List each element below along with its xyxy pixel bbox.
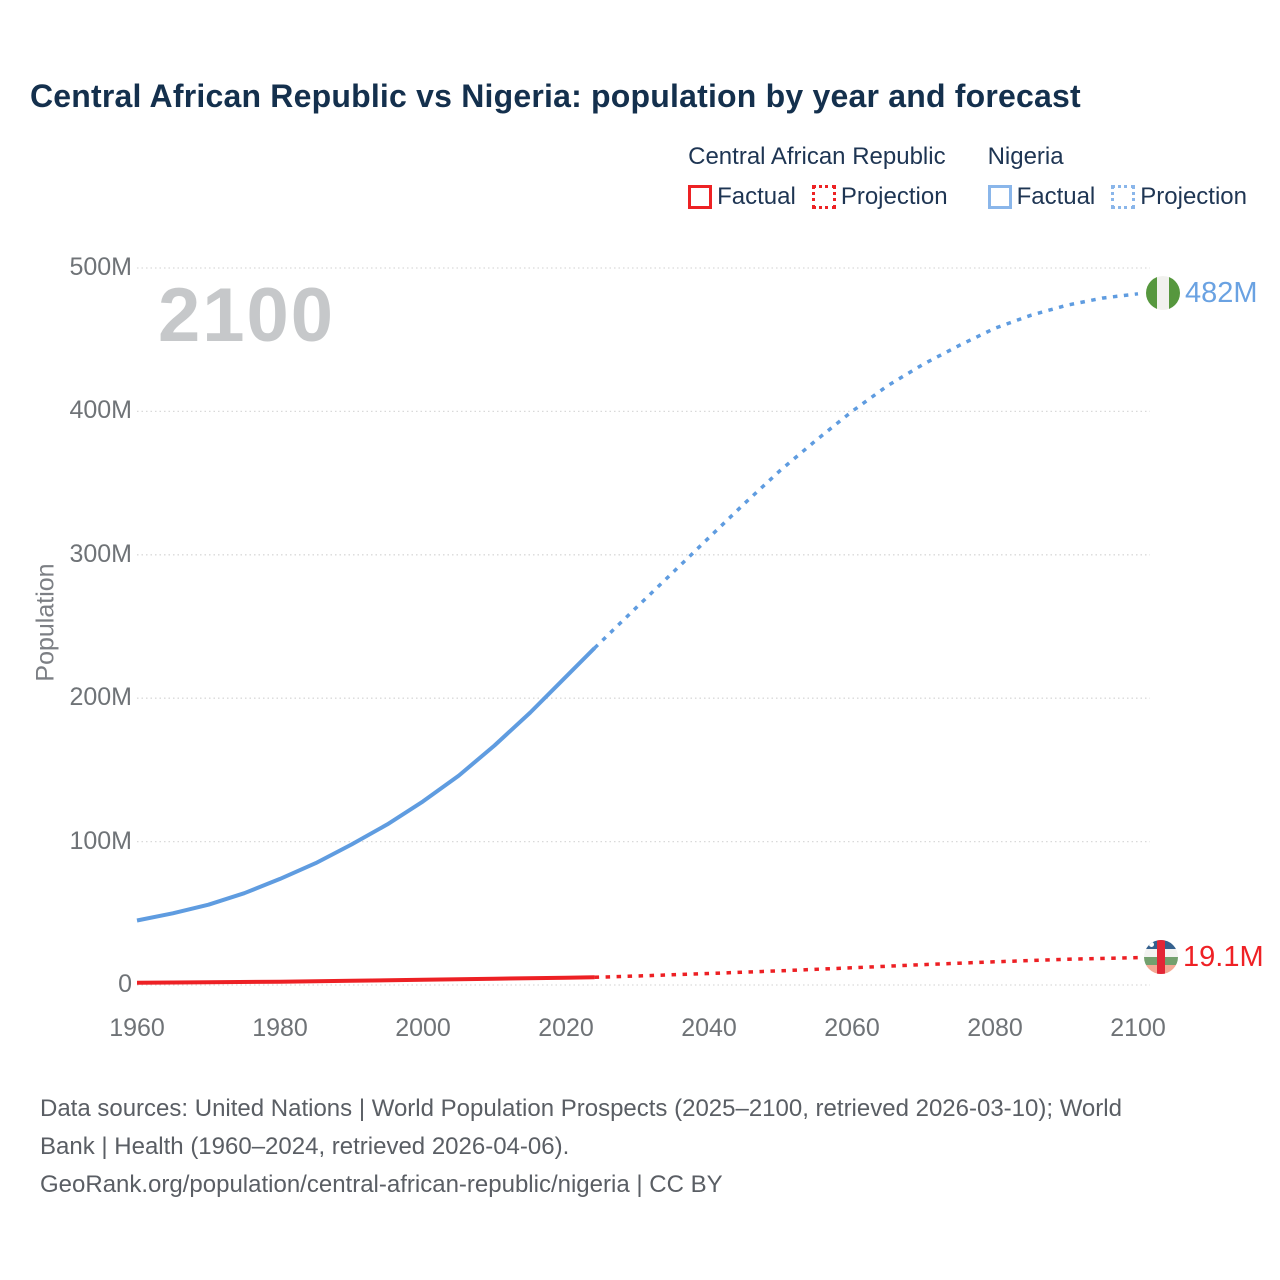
legend-item-nigeria-factual[interactable]: Factual bbox=[987, 183, 1096, 211]
data-sources-line-2: Bank | Health (1960–2024, retrieved 2026… bbox=[40, 1133, 570, 1160]
car-factual-swatch-icon bbox=[688, 185, 713, 209]
data-sources-line-1: Data sources: United Nations | World Pop… bbox=[40, 1095, 1122, 1122]
y-tick-label: 0 bbox=[118, 970, 132, 998]
x-tick-label: 1980 bbox=[252, 1014, 308, 1042]
year-watermark: 2100 bbox=[158, 273, 336, 358]
nigeria-factual-line bbox=[136, 646, 597, 923]
car-end-value: 19.1M bbox=[1183, 941, 1264, 973]
legend-group-car: Central African Republic Factual Project… bbox=[688, 143, 948, 211]
central-african-republic-projection-line bbox=[594, 955, 1139, 980]
central-african-republic-factual-line bbox=[136, 975, 595, 985]
legend-item-car-factual[interactable]: Factual bbox=[688, 183, 796, 211]
legend-item-nigeria-projection[interactable]: Projection bbox=[1111, 183, 1247, 211]
y-tick-label: 100M bbox=[69, 826, 132, 855]
x-tick-label: 1960 bbox=[109, 1014, 165, 1042]
y-axis-title: Population bbox=[31, 563, 60, 682]
x-tick-label: 2040 bbox=[681, 1014, 737, 1042]
nigeria-end-value: 482M bbox=[1185, 277, 1258, 309]
x-tick-label: 2100 bbox=[1110, 1014, 1166, 1042]
nigeria-projection-swatch-icon bbox=[1111, 185, 1136, 209]
legend-item-car-projection[interactable]: Projection bbox=[811, 183, 948, 211]
page-title: Central African Republic vs Nigeria: pop… bbox=[30, 78, 1081, 114]
legend-group-nigeria: Nigeria Factual Projection bbox=[987, 143, 1247, 211]
source-link[interactable]: GeoRank.org/population/central-african-r… bbox=[40, 1171, 723, 1198]
nigeria-projection-line bbox=[593, 292, 1139, 650]
central-african-republic-flag-icon bbox=[1144, 940, 1178, 974]
nigeria-end-marker: 482M bbox=[1146, 276, 1258, 310]
car-end-marker: 19.1M bbox=[1144, 940, 1264, 974]
y-tick-label: 400M bbox=[69, 396, 132, 425]
legend-group-title-car: Central African Republic bbox=[688, 143, 946, 170]
x-tick-label: 2020 bbox=[538, 1014, 594, 1042]
legend-label-car-factual: Factual bbox=[717, 183, 796, 210]
legend-group-title-nigeria: Nigeria bbox=[987, 143, 1064, 170]
x-tick-label: 2000 bbox=[395, 1014, 451, 1042]
y-tick-label: 300M bbox=[69, 539, 132, 568]
x-tick-label: 2080 bbox=[967, 1014, 1023, 1042]
legend-label-car-projection: Projection bbox=[840, 183, 948, 210]
x-tick-label: 2060 bbox=[824, 1014, 880, 1042]
car-projection-swatch-icon bbox=[811, 185, 836, 209]
legend: Central African Republic Factual Project… bbox=[688, 143, 1247, 211]
y-tick-label: 200M bbox=[69, 683, 132, 712]
nigeria-flag-icon bbox=[1146, 276, 1180, 310]
nigeria-factual-swatch-icon bbox=[987, 185, 1012, 209]
legend-label-nigeria-factual: Factual bbox=[1016, 183, 1096, 210]
y-tick-label: 500M bbox=[69, 253, 132, 281]
footer: Data sources: United Nations | World Pop… bbox=[40, 1090, 1240, 1204]
legend-label-nigeria-projection: Projection bbox=[1140, 183, 1247, 210]
